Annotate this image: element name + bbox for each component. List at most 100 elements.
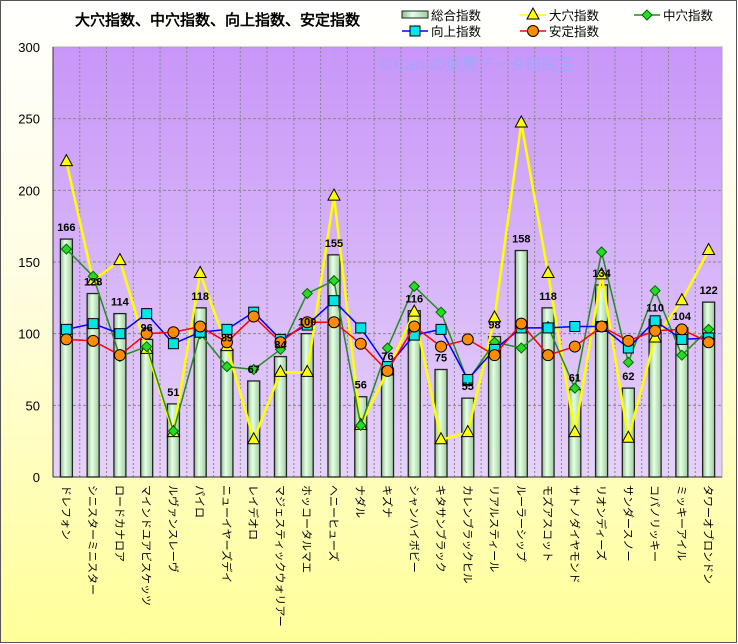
data-point — [194, 320, 207, 333]
bar — [434, 368, 448, 478]
data-point — [595, 320, 608, 333]
bar-value-label: 118 — [191, 291, 209, 303]
data-point — [649, 315, 661, 327]
data-point — [435, 323, 447, 335]
x-tick-label: サンダースノー — [621, 485, 635, 561]
data-point — [328, 274, 340, 287]
bar — [514, 249, 528, 478]
bar — [648, 318, 662, 478]
x-tick-label: サトノダイヤモンド — [568, 485, 582, 584]
x-tick-label: シニスターミニスター — [86, 485, 99, 595]
bar-value-label: 128 — [84, 277, 102, 289]
y-tick-label: 150 — [18, 255, 40, 270]
bar-value-label: 67 — [248, 364, 260, 376]
bar — [594, 284, 609, 478]
data-point — [542, 322, 554, 334]
data-point — [569, 321, 581, 332]
x-tick-label: モズアスコット — [541, 485, 555, 562]
data-point — [221, 323, 233, 335]
data-point — [408, 320, 421, 333]
x-tick-label: ルヴァンスレーヴ — [166, 485, 180, 573]
data-point — [167, 326, 180, 339]
y-tick-label: 300 — [18, 40, 40, 55]
data-point — [355, 419, 367, 432]
bar-value-label: 158 — [512, 234, 530, 246]
data-point — [702, 336, 715, 349]
data-point — [622, 334, 635, 347]
legend-item: 安定指数 — [520, 24, 600, 39]
series-circle — [60, 310, 715, 377]
data-point — [87, 334, 100, 347]
legend-item: 総合指数 — [401, 8, 482, 23]
data-point — [675, 292, 689, 306]
data-point — [676, 349, 688, 361]
data-point — [407, 304, 422, 317]
bar-value-label: 104 — [673, 311, 692, 323]
x-tick-label: カレンブラックヒル — [461, 485, 475, 584]
data-point — [141, 308, 153, 320]
data-point — [567, 424, 582, 438]
data-point — [649, 284, 661, 297]
bar-value-label: 118 — [539, 291, 557, 303]
data-point — [408, 280, 420, 293]
data-point — [87, 318, 99, 330]
data-point — [60, 323, 72, 335]
bar — [380, 367, 395, 478]
data-point — [569, 382, 581, 394]
data-point — [462, 374, 474, 386]
x-tick-label: ロードカナロア — [113, 485, 126, 562]
bar-value-label: 98 — [488, 320, 500, 332]
legend-label: 向上指数 — [431, 24, 482, 39]
legend-marker — [527, 25, 539, 37]
legend-swatch — [401, 10, 429, 19]
x-tick-label: ルーラーシップ — [514, 485, 527, 562]
data-point — [167, 338, 179, 350]
data-point — [461, 333, 474, 346]
bar-value-label: 51 — [167, 387, 179, 399]
watermark: ©Caniの競馬データ研究室 — [378, 55, 574, 74]
x-tick-label: レイデオロ — [247, 485, 261, 540]
x-tick-label: コパノリッキー — [648, 485, 661, 562]
bar-value-label: 116 — [405, 294, 423, 306]
x-tick-label: シャンハイボビー — [407, 485, 420, 573]
x-tick-label: ドレフォン — [59, 485, 72, 540]
legend-item: 向上指数 — [402, 24, 482, 39]
bar-value-label: 75 — [435, 353, 447, 365]
data-point — [621, 430, 636, 443]
x-tick-label: リオンディーズ — [595, 485, 609, 561]
bar-value-label: 166 — [57, 222, 75, 234]
y-tick-label: 200 — [18, 183, 40, 198]
data-point — [355, 322, 367, 334]
data-point — [381, 364, 394, 377]
bar — [273, 355, 288, 478]
data-point — [542, 349, 555, 362]
data-point — [59, 153, 74, 167]
legend-item: 大穴指数 — [520, 6, 600, 23]
bar-value-label: 155 — [325, 238, 343, 250]
data-point — [622, 356, 635, 369]
data-point — [460, 424, 475, 438]
data-point — [434, 431, 448, 445]
bar — [327, 254, 341, 478]
data-point — [487, 309, 502, 323]
bar — [300, 333, 314, 478]
legend-label: 総合指数 — [431, 8, 482, 23]
y-tick-label: 250 — [18, 112, 40, 127]
x-axis: ドレフォン シニスターミニスター ロードカナロア マインドユアビスケッツ ルヴァンスレー… — [59, 485, 715, 627]
bar-value-label: 122 — [699, 285, 717, 297]
data-point — [274, 336, 287, 349]
data-point — [515, 317, 528, 330]
data-point — [273, 364, 288, 377]
bar-value-label: 100 — [298, 317, 316, 329]
data-point — [327, 316, 340, 329]
x-tick-label: パイロ — [193, 485, 206, 518]
legend-label: 安定指数 — [549, 24, 600, 39]
legend-label: 大穴指数 — [549, 8, 600, 23]
data-point — [676, 333, 688, 345]
x-tick-label: ミッキーアイル — [675, 485, 688, 561]
bar-value-label: 114 — [111, 297, 130, 309]
bar-value-label: 134 — [592, 268, 611, 280]
bar-value-label: 61 — [569, 373, 581, 385]
